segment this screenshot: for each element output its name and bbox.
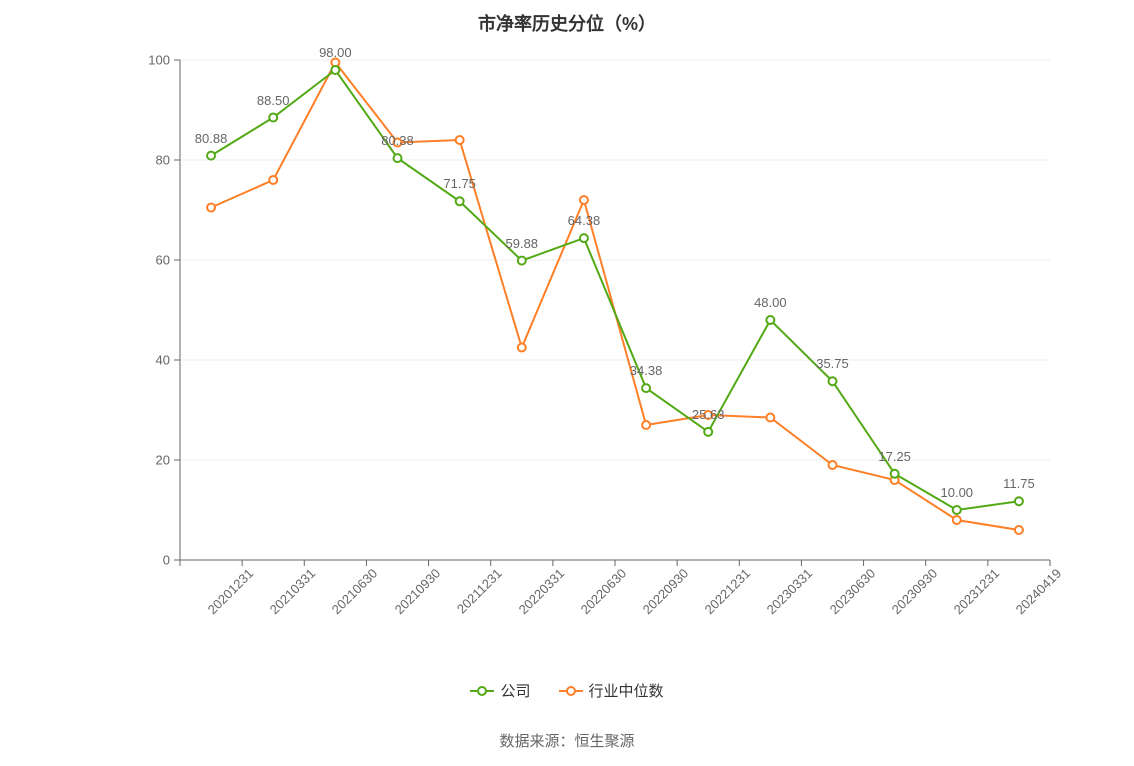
y-tick-label: 40 [156,353,180,368]
legend-item[interactable]: 公司 [470,680,530,701]
x-tick-label: 20210331 [261,560,318,617]
series-company-point [331,66,339,74]
series-company-point [766,316,774,324]
x-tick-label: 20231231 [945,560,1002,617]
x-tick-label: 20240419 [1007,560,1064,617]
series-company-point [891,470,899,478]
series-industry-point [456,136,464,144]
series-company-point [394,154,402,162]
pb-percentile-chart: 市净率历史分位（%） 02040608010020201231202103312… [0,0,1134,766]
x-tick-label: 20211231 [448,560,504,616]
y-tick-label: 20 [156,453,180,468]
series-industry-point [642,421,650,429]
series-company-point [269,114,277,122]
series-company-point [704,428,712,436]
series-industry-point [518,344,526,352]
x-tick-label: 20220630 [572,560,629,617]
series-industry-point [269,176,277,184]
series-company-point [829,377,837,385]
x-tick-label: 20210630 [323,560,380,617]
series-company-point [1015,497,1023,505]
series-company-point [207,152,215,160]
series-industry-point [829,461,837,469]
x-tick-label: 20201231 [199,560,256,617]
series-company-point [953,506,961,514]
x-tick-label: 20230630 [821,560,878,617]
series-industry-point [394,139,402,147]
series-industry-point [580,196,588,204]
x-tick-label: 20220930 [634,560,691,617]
y-tick-label: 60 [156,253,180,268]
legend-item[interactable]: 行业中位数 [559,680,664,701]
series-industry-point [704,411,712,419]
x-tick-label: 20230331 [758,560,815,617]
x-tick-label: 20230930 [883,560,940,617]
series-industry-point [766,414,774,422]
series-company-point [580,234,588,242]
series-company-point [518,257,526,265]
series-company-point [642,384,650,392]
legend-label: 行业中位数 [589,680,664,701]
x-tick-label: 20221231 [696,560,753,617]
y-tick-label: 100 [148,53,180,68]
legend-label: 公司 [500,680,530,701]
series-industry-point [1015,526,1023,534]
legend: 公司 行业中位数 [0,680,1134,701]
y-tick-label: 0 [163,553,180,568]
legend-marker-industry [559,685,583,697]
data-source: 数据来源：恒生聚源 [0,730,1134,751]
legend-marker-company [470,685,494,697]
plot-area: 0204060801002020123120210331202106302021… [180,60,1050,560]
series-company-line [211,70,1019,510]
y-tick-label: 80 [156,153,180,168]
series-industry-point [207,204,215,212]
chart-title: 市净率历史分位（%） [0,10,1134,36]
series-company-point [456,197,464,205]
x-tick-label: 20210930 [386,560,443,617]
x-tick-label: 20220331 [510,560,567,617]
series-industry-point [953,516,961,524]
